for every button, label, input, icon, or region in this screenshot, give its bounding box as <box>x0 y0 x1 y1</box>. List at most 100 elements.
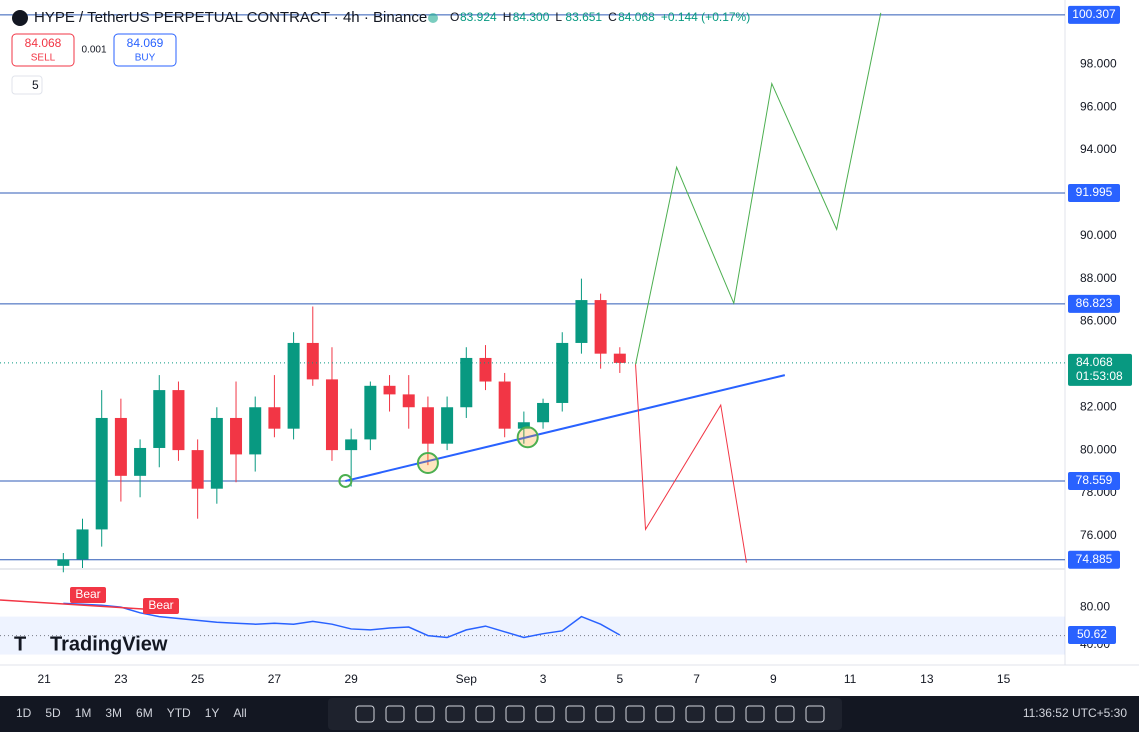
signal-label: Bear <box>148 598 173 612</box>
tool-icon[interactable] <box>475 705 495 723</box>
candle-body <box>287 342 300 429</box>
current-price-bg <box>1068 353 1132 386</box>
level-price-tag: 91.995 <box>1076 185 1113 199</box>
y-tick-label: 82.000 <box>1080 399 1117 413</box>
x-tick-label: 5 <box>616 672 623 686</box>
tool-icon[interactable] <box>505 705 525 723</box>
current-price-tag: 84.068 <box>1076 355 1113 369</box>
indicators-toggle[interactable] <box>11 75 43 95</box>
ohlc-key: C <box>608 10 617 24</box>
osc-line <box>63 602 621 639</box>
projection-path <box>635 12 882 365</box>
x-tick-label: 3 <box>540 672 547 686</box>
x-tick-label: Sep <box>456 672 478 686</box>
level-price-tag-bg <box>1068 184 1120 203</box>
y-tick-label: 98.000 <box>1080 56 1117 70</box>
signal-tag <box>70 587 106 603</box>
x-tick-label: 21 <box>37 672 51 686</box>
timeframe-button[interactable]: 6M <box>136 706 153 720</box>
level-price-tag-bg <box>1068 550 1120 569</box>
symbol-icon <box>12 10 28 26</box>
x-tick-label: 27 <box>268 672 282 686</box>
tool-icon[interactable] <box>805 705 825 723</box>
y-tick-label: 76.000 <box>1080 528 1117 542</box>
level-price-tag: 78.559 <box>1076 473 1113 487</box>
y-tick-label: 88.000 <box>1080 271 1117 285</box>
tool-icon[interactable] <box>745 705 765 723</box>
timeframe-button[interactable]: 3M <box>105 706 122 720</box>
y-tick-label: 96.000 <box>1080 99 1117 113</box>
sell-label: SELL <box>31 53 56 64</box>
candle-body <box>153 390 166 448</box>
buy-label: BUY <box>135 53 156 64</box>
candle-body <box>556 342 569 403</box>
tool-icon[interactable] <box>415 705 435 723</box>
tool-icon[interactable] <box>445 705 465 723</box>
level-price-tag-bg <box>1068 471 1120 490</box>
candle-body <box>76 529 89 560</box>
tool-icon[interactable] <box>535 705 555 723</box>
candle-body <box>441 407 454 444</box>
candle-body <box>613 353 626 363</box>
timeframe-button[interactable]: All <box>233 706 246 720</box>
candle-body <box>306 342 319 380</box>
candle-body <box>134 447 147 476</box>
change: +0.144 (+0.17%) <box>661 10 750 24</box>
y-tick-label: 86.000 <box>1080 314 1117 328</box>
candle-body <box>268 407 281 429</box>
branding: TradingView <box>50 633 168 655</box>
tool-icon[interactable] <box>715 705 735 723</box>
candle-body <box>191 450 204 489</box>
timeframe-button[interactable]: 1D <box>16 706 32 720</box>
tool-icon[interactable] <box>655 705 675 723</box>
spread: 0.001 <box>81 45 106 56</box>
osc-value-bg <box>1068 625 1116 644</box>
ohlc-value: 83.651 <box>565 10 602 24</box>
candle-body <box>594 300 607 354</box>
y-tick-label: 94.000 <box>1080 142 1117 156</box>
sell-button[interactable] <box>11 33 75 67</box>
x-tick-label: 7 <box>693 672 700 686</box>
tool-icon[interactable] <box>685 705 705 723</box>
candle-body <box>230 417 243 455</box>
tool-icon[interactable] <box>775 705 795 723</box>
candle-body <box>172 390 185 451</box>
symbol-title: HYPE / TetherUS PERPETUAL CONTRACT · 4h … <box>34 9 427 26</box>
tool-icon[interactable] <box>595 705 615 723</box>
x-tick-label: 29 <box>344 672 358 686</box>
candle-body <box>537 402 550 423</box>
candle-body <box>498 381 511 429</box>
osc-value-tag: 50.62 <box>1077 627 1107 641</box>
status-dot <box>428 13 438 23</box>
x-tick-label: 11 <box>844 672 857 686</box>
tool-icon[interactable] <box>565 705 585 723</box>
indicator-count: 5 <box>32 78 39 92</box>
drawing-toolbar <box>328 698 842 730</box>
touch-circle <box>338 473 353 488</box>
ohlc-value: 83.924 <box>460 10 497 24</box>
candle-body <box>57 559 70 566</box>
level-price-tag: 74.885 <box>1076 552 1113 566</box>
ohlc-value: 84.068 <box>618 10 655 24</box>
candle-body <box>402 394 415 408</box>
candle-body <box>95 417 108 530</box>
candle-body <box>114 417 127 476</box>
tool-icon[interactable] <box>355 705 375 723</box>
buy-button[interactable] <box>113 33 177 67</box>
x-tick-label: 13 <box>920 672 934 686</box>
timeframe-button[interactable]: 1M <box>75 706 92 720</box>
tool-icon[interactable] <box>385 705 405 723</box>
branding-logo: T <box>14 633 26 655</box>
projection-path <box>635 364 747 563</box>
candle-body <box>249 407 262 455</box>
tool-icon[interactable] <box>625 705 645 723</box>
y-tick-label: 80.000 <box>1080 442 1117 456</box>
y-tick-label: 90.000 <box>1080 228 1117 242</box>
timeframe-button[interactable]: 5D <box>45 706 61 720</box>
timeframe-button[interactable]: 1Y <box>205 706 220 720</box>
candle-body <box>517 422 530 429</box>
touch-circle <box>516 426 539 449</box>
timeframe-button[interactable]: YTD <box>167 706 191 720</box>
clock: 11:36:52 UTC+5:30 <box>1023 706 1128 720</box>
